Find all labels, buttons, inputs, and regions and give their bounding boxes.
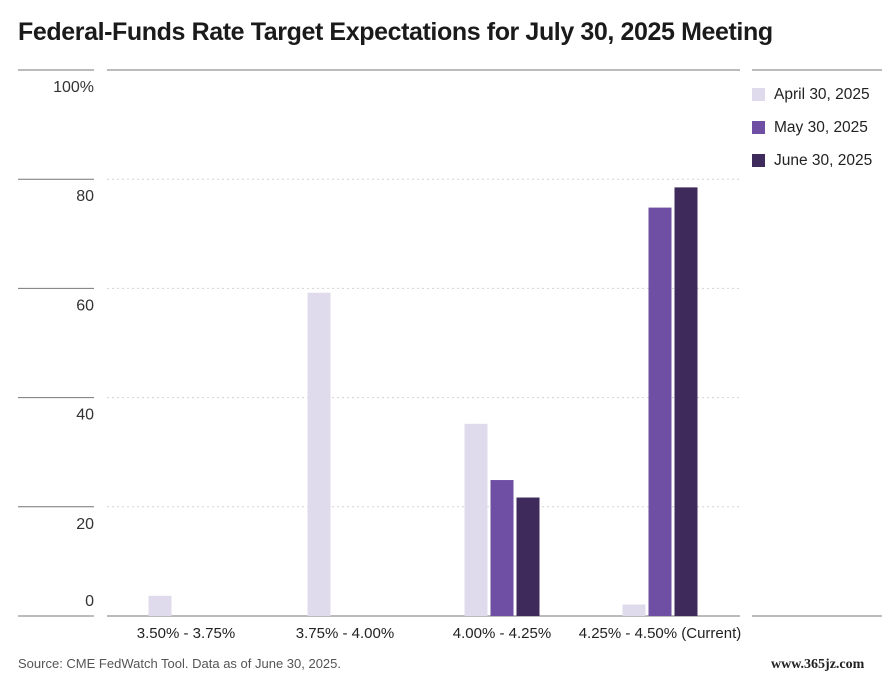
bar	[674, 187, 698, 616]
legend-swatch	[752, 154, 765, 167]
gridlines	[18, 69, 882, 617]
bar	[307, 292, 331, 616]
bar	[622, 604, 646, 616]
source-note: Source: CME FedWatch Tool. Data as of Ju…	[18, 656, 342, 671]
bar	[490, 480, 514, 616]
y-tick-label: 80	[76, 188, 94, 205]
x-axis-ticks: 3.50% - 3.75% 3.75% - 4.00% 4.00% - 4.25% 4…	[137, 625, 741, 642]
bar	[464, 423, 488, 616]
legend-item: April 30, 2025	[752, 78, 872, 111]
y-tick-label: 40	[76, 407, 94, 424]
legend-label: April 30, 2025	[774, 85, 870, 103]
bar	[516, 497, 540, 616]
x-tick-label: 3.75% - 4.00%	[296, 625, 394, 642]
legend-swatch	[752, 88, 765, 101]
legend-label: May 30, 2025	[774, 118, 868, 136]
bar	[648, 207, 672, 617]
legend-label: June 30, 2025	[774, 151, 873, 169]
y-tick-label: 60	[76, 297, 94, 314]
y-tick-label: 0	[85, 593, 94, 610]
watermark: www.365jz.com	[771, 657, 865, 672]
y-axis-ticks: 0 20 40 60 80 100%	[53, 79, 94, 610]
x-tick-label: 3.50% - 3.75%	[137, 625, 235, 642]
legend: April 30, 2025 May 30, 2025 June 30, 2025	[752, 78, 872, 177]
x-tick-label: 4.00% - 4.25%	[453, 625, 551, 642]
bar	[148, 595, 172, 616]
y-tick-label: 100%	[53, 79, 94, 96]
legend-item: May 30, 2025	[752, 111, 872, 144]
bars	[148, 187, 698, 617]
x-tick-label: 4.25% - 4.50% (Current)	[579, 625, 742, 642]
chart-title: Federal-Funds Rate Target Expectations f…	[18, 18, 773, 46]
legend-swatch	[752, 121, 765, 134]
legend-item: June 30, 2025	[752, 144, 872, 177]
y-tick-label: 20	[76, 516, 94, 533]
